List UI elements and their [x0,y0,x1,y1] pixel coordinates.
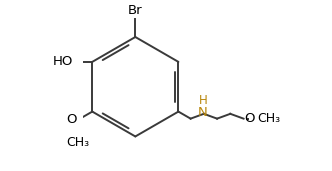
Text: CH₃: CH₃ [257,112,280,125]
Text: O: O [244,112,255,125]
Text: HO: HO [53,55,73,68]
Text: CH₃: CH₃ [66,136,90,149]
Text: H: H [199,94,208,107]
Text: Br: Br [128,4,143,17]
Text: O: O [67,113,77,126]
Text: N: N [198,106,208,119]
